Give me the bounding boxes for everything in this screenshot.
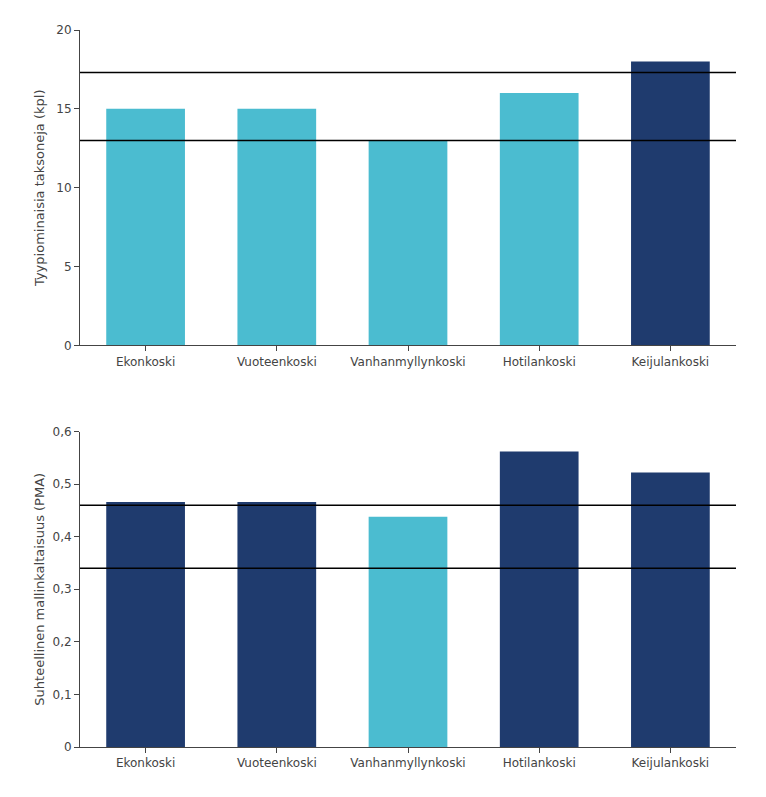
svg-text:Vuoteenkoski: Vuoteenkoski xyxy=(237,756,317,770)
svg-text:0: 0 xyxy=(64,740,72,754)
svg-text:Keijulankoski: Keijulankoski xyxy=(632,756,710,770)
svg-text:0,6: 0,6 xyxy=(53,425,72,439)
svg-text:Ekonkoski: Ekonkoski xyxy=(116,756,175,770)
svg-text:0: 0 xyxy=(64,339,72,353)
svg-text:20: 20 xyxy=(56,23,71,37)
svg-text:Vuoteenkoski: Vuoteenkoski xyxy=(237,355,317,369)
svg-text:0,5: 0,5 xyxy=(53,477,72,491)
svg-text:0,4: 0,4 xyxy=(53,530,72,544)
svg-text:0,3: 0,3 xyxy=(53,582,72,596)
svg-text:5: 5 xyxy=(64,260,72,274)
svg-text:Hotilankoski: Hotilankoski xyxy=(503,756,576,770)
svg-text:0,1: 0,1 xyxy=(53,688,72,702)
svg-text:Tyypiominaisia taksoneja (kpl): Tyypiominaisia taksoneja (kpl) xyxy=(32,89,47,286)
svg-text:10: 10 xyxy=(56,181,71,195)
svg-text:Keijulankoski: Keijulankoski xyxy=(632,355,710,369)
svg-text:Vanhanmyllynkoski: Vanhanmyllynkoski xyxy=(350,355,465,369)
svg-text:0,2: 0,2 xyxy=(53,635,72,649)
svg-text:Hotilankoski: Hotilankoski xyxy=(503,355,576,369)
svg-text:Vanhanmyllynkoski: Vanhanmyllynkoski xyxy=(350,756,465,770)
svg-text:15: 15 xyxy=(56,102,71,116)
svg-text:Suhteellinen mallinkaltaisuus: Suhteellinen mallinkaltaisuus (PMA) xyxy=(32,473,47,706)
svg-text:Ekonkoski: Ekonkoski xyxy=(116,355,175,369)
